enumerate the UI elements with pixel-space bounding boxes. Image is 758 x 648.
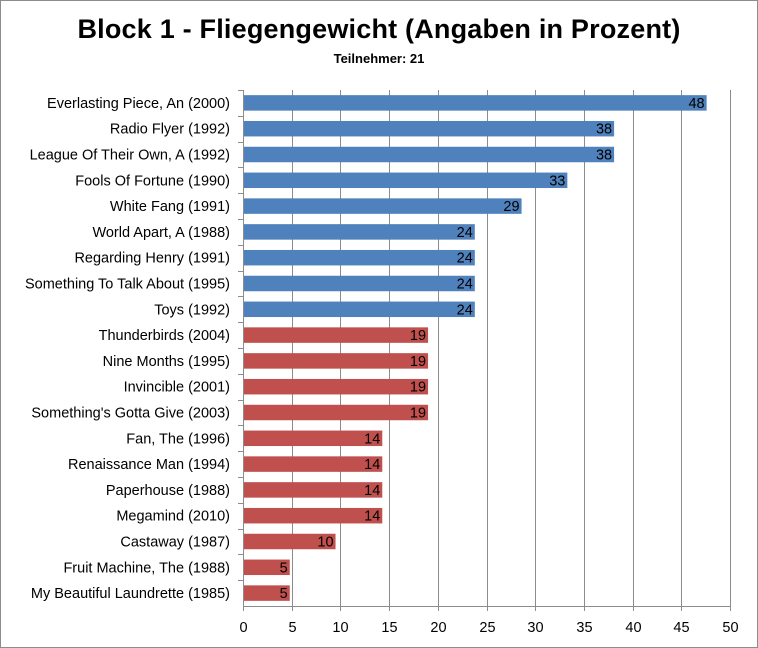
bar <box>244 482 383 498</box>
data-label: 29 <box>503 199 519 215</box>
bar <box>244 95 707 111</box>
x-tick-label: 20 <box>430 620 446 636</box>
x-tick-label: 50 <box>722 620 738 636</box>
chart-title: Block 1 - Fliegengewicht (Angaben in Pro… <box>77 14 681 44</box>
category-label: Fruit Machine, The (1988) <box>63 560 230 576</box>
category-label: Regarding Henry (1991) <box>74 251 230 267</box>
bar <box>244 224 475 240</box>
data-label: 14 <box>364 457 380 473</box>
x-tick-label: 35 <box>576 620 592 636</box>
category-label: Toys (1992) <box>154 302 230 318</box>
category-label: Thunderbirds (2004) <box>99 328 230 344</box>
data-label: 19 <box>410 328 426 344</box>
bar <box>244 120 615 137</box>
data-label: 14 <box>364 509 380 525</box>
category-label: World Apart, A (1988) <box>92 225 230 241</box>
category-label: Everlasting Piece, An (2000) <box>47 96 230 112</box>
data-label: 24 <box>457 251 473 267</box>
data-label: 5 <box>280 586 288 602</box>
category-label: My Beautiful Laundrette (1985) <box>31 586 230 602</box>
category-label: Megamind (2010) <box>116 509 230 525</box>
category-label: Something's Gotta Give (2003) <box>31 406 230 422</box>
category-label: Radio Flyer (1992) <box>110 122 230 138</box>
bar <box>244 327 429 343</box>
bar <box>244 378 429 395</box>
bar <box>244 301 475 318</box>
category-label: League Of Their Own, A (1992) <box>30 148 230 164</box>
x-tick-label: 10 <box>332 620 348 636</box>
bar <box>244 430 383 447</box>
data-label: 14 <box>364 431 380 447</box>
bar <box>244 249 475 266</box>
bar <box>244 533 336 550</box>
data-label: 24 <box>457 225 473 241</box>
x-tick-label: 5 <box>288 620 296 636</box>
bar <box>244 404 429 421</box>
bar <box>244 559 290 576</box>
x-tick-label: 30 <box>527 620 543 636</box>
data-label: 10 <box>317 535 333 551</box>
data-label: 14 <box>364 483 380 499</box>
category-label: White Fang (1991) <box>110 199 230 215</box>
category-label: Something To Talk About (1995) <box>25 277 230 293</box>
x-tick-label: 45 <box>673 620 689 636</box>
data-label: 19 <box>410 354 426 370</box>
data-label: 38 <box>596 148 612 164</box>
bar <box>244 456 383 472</box>
category-label: Castaway (1987) <box>120 535 230 551</box>
data-label: 19 <box>410 406 426 422</box>
bar <box>244 275 475 292</box>
data-label: 24 <box>457 277 473 293</box>
category-label: Invincible (2001) <box>124 380 230 396</box>
data-label: 38 <box>596 122 612 138</box>
category-label: Nine Months (1995) <box>103 354 230 370</box>
data-label: 48 <box>688 96 704 112</box>
chart-subtitle: Teilnehmer: 21 <box>333 51 425 66</box>
bar <box>244 198 522 214</box>
x-tick-label: 0 <box>239 620 247 636</box>
x-tick-label: 15 <box>381 620 397 636</box>
bar <box>244 585 290 601</box>
category-label: Fan, The (1996) <box>126 431 230 447</box>
bar <box>244 172 568 189</box>
x-tick-label: 40 <box>625 620 641 636</box>
category-label: Paperhouse (1988) <box>106 483 230 499</box>
x-tick-label: 25 <box>479 620 495 636</box>
data-label: 33 <box>549 173 565 189</box>
category-label: Renaissance Man (1994) <box>68 457 230 473</box>
bar <box>244 507 383 524</box>
data-label: 5 <box>280 560 288 576</box>
category-label: Fools Of Fortune (1990) <box>75 173 230 189</box>
bar <box>244 146 615 163</box>
bar <box>244 353 429 369</box>
data-label: 24 <box>457 302 473 318</box>
data-label: 19 <box>410 380 426 396</box>
